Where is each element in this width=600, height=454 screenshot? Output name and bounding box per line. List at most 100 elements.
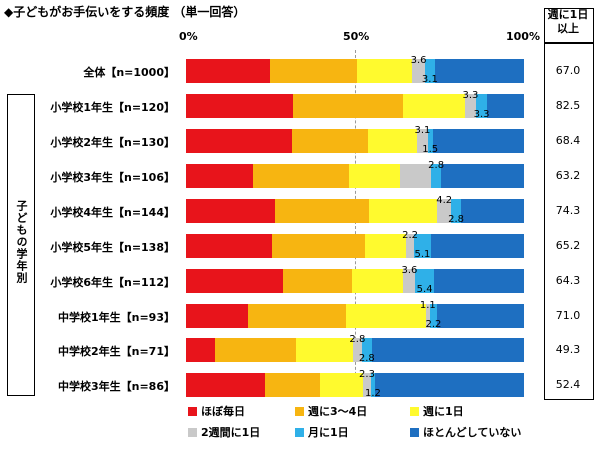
legend-item: ほとんどしていない xyxy=(410,424,521,440)
bar-segment xyxy=(186,234,272,258)
bar-segment xyxy=(186,269,283,293)
bar-segment xyxy=(186,129,293,153)
data-label-small: 2.3 xyxy=(359,369,375,380)
data-label-small: 5.4 xyxy=(416,284,433,295)
axis-tick-50: 50% xyxy=(343,30,370,43)
stacked-bar xyxy=(186,373,525,397)
data-label-small: 2.2 xyxy=(402,230,419,241)
bar-segment xyxy=(435,59,524,83)
legend-swatch xyxy=(295,427,304,437)
bar-segment xyxy=(275,199,370,223)
data-label-small: 3.6 xyxy=(401,265,418,276)
bar-segment xyxy=(282,269,352,293)
bar-segment xyxy=(437,199,452,223)
data-label-small: 3.3 xyxy=(473,109,490,120)
stacked-bar xyxy=(186,234,524,258)
legend-item: 週に1日 xyxy=(410,403,464,419)
stacked-bar xyxy=(186,59,524,83)
summary-value: 74.3 xyxy=(555,204,581,217)
row-label: 中学校3年生【n=86】 xyxy=(57,380,175,393)
stacked-bar xyxy=(186,338,524,362)
bar-segment xyxy=(293,94,403,118)
summary-value: 64.3 xyxy=(555,274,581,287)
bar-segment xyxy=(464,94,476,118)
data-label-small: 1.5 xyxy=(422,144,439,155)
legend-label: ほぼ毎日 xyxy=(201,405,245,418)
summary-value: 52.4 xyxy=(555,378,581,391)
bar-segment xyxy=(431,164,441,188)
legend-item: 週に3～4日 xyxy=(295,403,367,419)
chart-title: ◆子どもがお手伝いをする頻度 （単一回答） xyxy=(4,5,246,19)
bar-segment xyxy=(432,129,524,153)
row-label: 小学校3年生【n=106】 xyxy=(50,171,175,184)
bar-segment xyxy=(186,59,270,83)
data-label-small: 3.1 xyxy=(414,125,431,136)
summary-value: 71.0 xyxy=(555,309,581,322)
legend-swatch xyxy=(188,406,197,416)
legend-swatch xyxy=(410,427,419,437)
bar-segment xyxy=(460,199,525,223)
summary-header-divider xyxy=(544,42,594,44)
bar-segment xyxy=(214,338,296,362)
data-label-small: 4.2 xyxy=(436,195,453,206)
data-label-small: 3.3 xyxy=(462,90,479,101)
bar-segment xyxy=(433,269,525,293)
bar-segment xyxy=(374,373,525,397)
stacked-bar xyxy=(186,269,525,293)
legend-label: 月に1日 xyxy=(308,426,349,439)
bar-segment xyxy=(186,164,253,188)
bar-segment xyxy=(269,59,357,83)
data-label-small: 2.2 xyxy=(425,319,442,330)
bar-segment xyxy=(487,94,524,118)
axis-tick-100: 100% xyxy=(506,30,540,43)
data-label-small: 2.8 xyxy=(428,160,445,171)
legend-item: 2週間に1日 xyxy=(188,424,260,440)
bar-segment xyxy=(415,269,434,293)
grade-group-label: 子どもの学年別 xyxy=(15,200,28,284)
bar-segment xyxy=(252,164,349,188)
summary-header-line2: 以上 xyxy=(557,22,579,35)
bar-segment xyxy=(369,199,438,223)
summary-value: 63.2 xyxy=(555,169,581,182)
bar-segment xyxy=(186,304,248,328)
data-label-small: 5.1 xyxy=(414,249,431,260)
bar-segment xyxy=(406,234,414,258)
bar-segment xyxy=(440,164,524,188)
bar-segment xyxy=(425,304,430,328)
row-label: 全体【n=1000】 xyxy=(83,66,175,79)
bar-segment xyxy=(186,373,265,397)
bar-segment xyxy=(412,59,425,83)
bar-segment xyxy=(271,234,365,258)
bar-segment xyxy=(247,304,346,328)
data-label-small: 2.8 xyxy=(358,353,375,364)
bar-segment xyxy=(319,373,364,397)
bar-segment xyxy=(352,338,363,362)
bar-segment xyxy=(351,269,404,293)
row-label: 小学校2年生【n=130】 xyxy=(50,136,175,149)
legend-label: ほとんどしていない xyxy=(423,426,522,439)
legend-label: 週に3～4日 xyxy=(308,405,368,418)
legend-swatch xyxy=(410,406,419,416)
stacked-bar xyxy=(186,304,525,328)
bar-segment xyxy=(292,129,368,153)
data-label-small: 2.8 xyxy=(349,334,366,345)
summary-value: 68.4 xyxy=(555,134,581,147)
bar-segment xyxy=(348,164,400,188)
bar-segment xyxy=(356,59,413,83)
bar-segment xyxy=(362,338,372,362)
bar-segment xyxy=(186,94,294,118)
bar-segment xyxy=(370,373,375,397)
legend-item: 月に1日 xyxy=(295,424,349,440)
row-label: 小学校4年生【n=144】 xyxy=(50,206,175,219)
bar-segment xyxy=(367,129,418,153)
bar-segment xyxy=(451,199,461,223)
bar-segment xyxy=(475,94,488,118)
bar-segment xyxy=(413,234,431,258)
data-label-small: 3.6 xyxy=(410,55,427,66)
axis-tick-0: 0% xyxy=(179,30,198,43)
row-label: 小学校5年生【n=138】 xyxy=(50,241,175,254)
data-label-small: 1.1 xyxy=(419,300,436,311)
summary-column-box xyxy=(544,8,594,400)
bar-segment xyxy=(186,338,215,362)
data-label-small: 1.2 xyxy=(364,388,381,399)
